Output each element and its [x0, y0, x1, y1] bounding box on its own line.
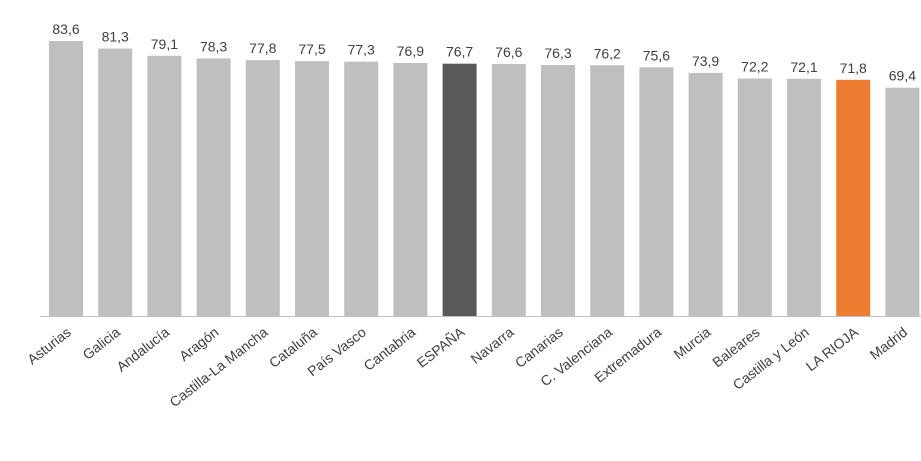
bar-madrid: [885, 87, 920, 316]
value-labels-group: 83,6 81,3 79,1 78,3 77,8 77,5 77,3 76,9 76,7 76,6…: [52, 21, 916, 84]
category-label: Madrid: [867, 324, 911, 363]
value-label: 76,6: [495, 44, 522, 60]
value-label: 72,2: [741, 59, 768, 75]
category-label: Cantabria: [361, 324, 419, 374]
bar-extremadura: [639, 67, 674, 316]
bar-castilla-y-león: [787, 78, 821, 316]
category-label: Andalucía: [113, 324, 172, 375]
value-label: 76,9: [397, 43, 424, 59]
value-label: 73,9: [692, 53, 719, 69]
bar-baleares: [737, 78, 772, 316]
value-label: 81,3: [102, 29, 129, 45]
bar-país-vasco: [344, 61, 379, 317]
category-label: Murcia: [670, 324, 713, 363]
value-label: 76,7: [446, 44, 473, 60]
value-label: 79,1: [151, 36, 178, 52]
bar-españa: [442, 63, 477, 317]
bar-castilla-la-mancha: [245, 60, 280, 316]
category-label: Aragón: [176, 324, 221, 364]
value-label: 76,3: [544, 45, 571, 61]
bar-c-valenciana: [590, 65, 625, 316]
value-label: 75,6: [643, 47, 670, 63]
value-label: 71,8: [840, 60, 867, 76]
bar-murcia: [688, 72, 723, 317]
bar-cantabria: [393, 63, 428, 316]
value-label: 77,3: [348, 42, 375, 58]
value-label: 77,5: [298, 41, 325, 57]
bar-cataluña: [295, 61, 329, 316]
bar-galicia: [98, 48, 133, 316]
value-label: 72,1: [790, 59, 817, 75]
bar-canarias: [541, 65, 575, 316]
category-label: Navarra: [468, 324, 517, 367]
value-label: 69,4: [889, 68, 916, 84]
bar-navarra: [491, 64, 526, 316]
value-label: 76,2: [594, 45, 621, 61]
category-label: ESPAÑA: [414, 323, 468, 370]
bar-aragón: [196, 58, 231, 317]
category-label: Asturias: [24, 324, 74, 368]
value-label: 83,6: [52, 21, 79, 37]
bar-asturias: [49, 41, 83, 316]
bar-andalucía: [147, 55, 182, 317]
category-label: Galicia: [79, 324, 123, 363]
value-label: 77,8: [249, 40, 276, 56]
bars-group: [49, 41, 920, 317]
bar-la-rioja: [836, 79, 871, 316]
category-label: LA RIOJA: [803, 323, 862, 374]
value-label: 78,3: [200, 38, 227, 54]
